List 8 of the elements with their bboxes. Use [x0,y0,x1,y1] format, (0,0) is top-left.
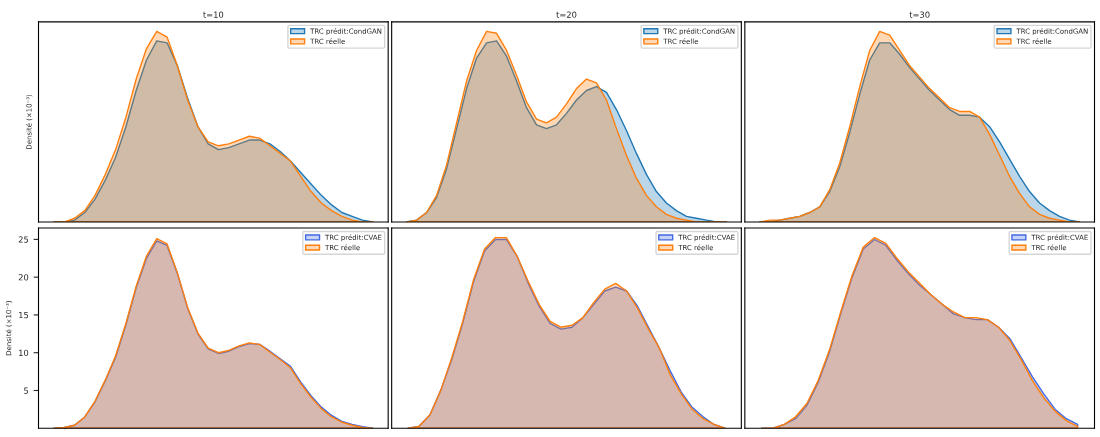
chart-title: t=30 [909,11,930,18]
y-tick-label: 25 [18,236,29,243]
chart-title: t=20 [556,11,577,18]
chart-title: t=10 [203,11,224,18]
y-tick-label: 15 [19,312,29,319]
y-tick-label: 5 [24,387,29,394]
y-tick-label: 10 [19,349,29,356]
y-tick-label: 20 [18,274,29,281]
